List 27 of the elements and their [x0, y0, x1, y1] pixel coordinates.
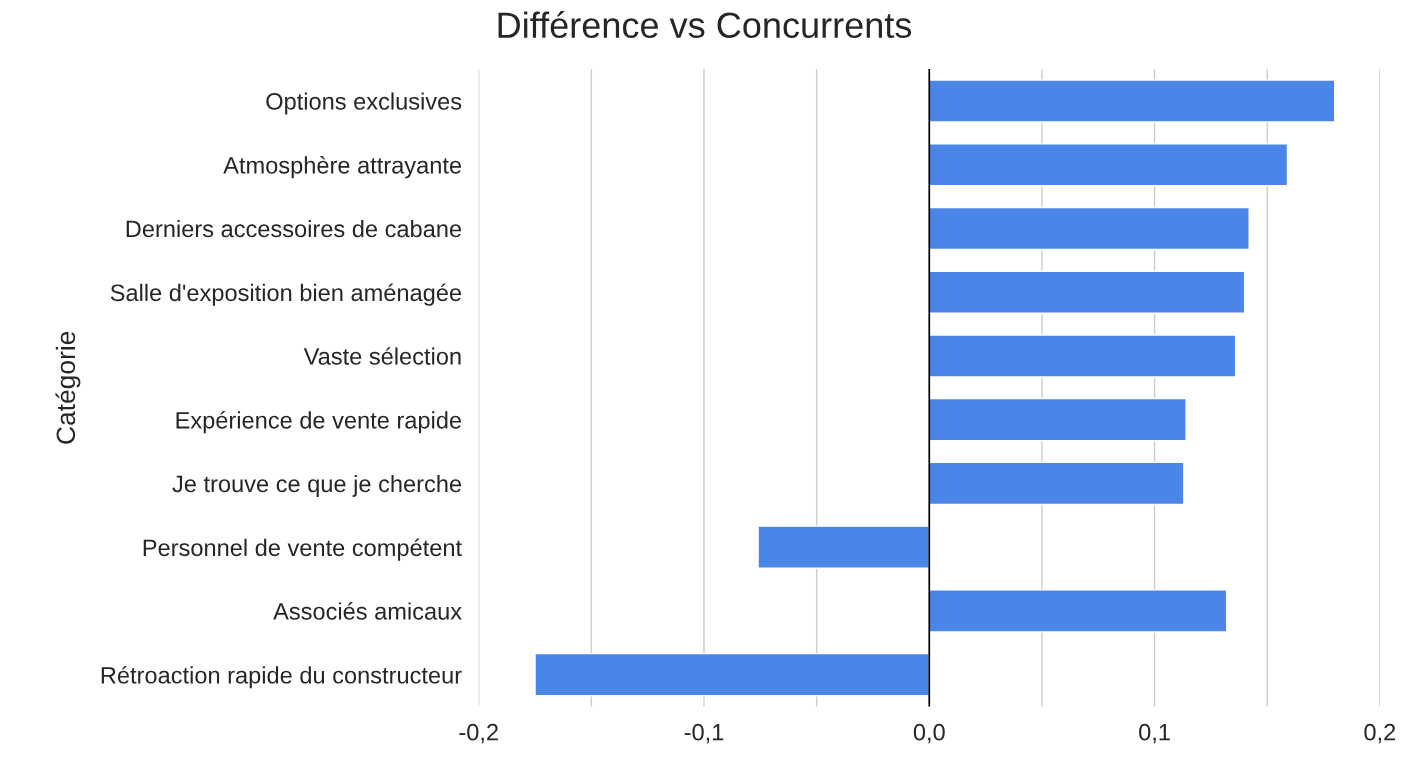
bar: [534, 652, 930, 697]
x-tick-label: -0,1: [684, 723, 724, 744]
bar: [757, 525, 930, 569]
bar: [928, 461, 1185, 506]
y-tick-label: Atmosphère attrayante: [223, 156, 462, 179]
x-tick-label: -0,2: [459, 723, 498, 744]
chart-title: Différence vs Concurrents: [498, 11, 912, 39]
bar: [928, 589, 1228, 633]
y-tick-label: Personnel de vente compétent: [143, 538, 462, 561]
y-tick-label: Expérience de vente rapide: [176, 411, 462, 434]
bar: [928, 270, 1246, 314]
y-tick-label: Derniers accessoires de cabane: [126, 219, 462, 238]
y-tick-label: Vaste sélection: [303, 347, 461, 365]
x-tick-label: 0,1: [1139, 723, 1170, 744]
bar: [928, 397, 1187, 442]
y-tick-label: Je trouve ce que je cherche: [172, 474, 462, 497]
x-tick-label: 0,0: [913, 723, 945, 744]
x-tick-label: 0,2: [1364, 723, 1396, 744]
bar: [928, 334, 1237, 378]
y-tick-label: Associés amicaux: [273, 602, 462, 620]
bar: [928, 79, 1336, 123]
y-axis-title: Catégorie: [55, 331, 81, 444]
y-tick-label: Rétroaction rapide du constructeur: [101, 665, 462, 689]
y-tick-label: Salle d'exposition bien aménagée: [110, 283, 462, 306]
bar: [928, 206, 1250, 251]
bar: [928, 143, 1289, 187]
y-tick-label: Options exclusives: [266, 92, 462, 115]
